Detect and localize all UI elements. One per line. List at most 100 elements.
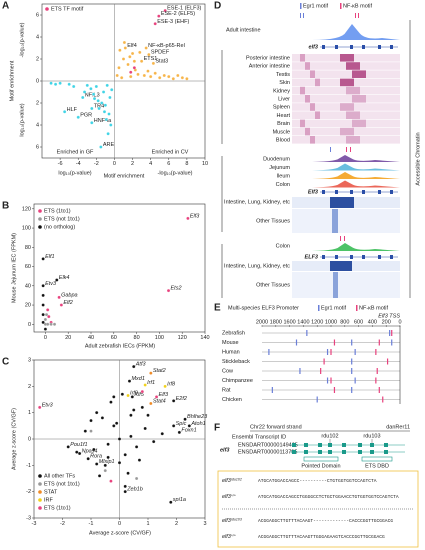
x-tick-label: -2 [94,161,99,167]
point [76,115,80,119]
heatmap-row [292,119,400,128]
point-label: Klf5 [134,392,144,398]
heatmap-block [330,197,354,208]
side-label: Enriched in CV [152,149,189,155]
allele-label: elf3rdu103 [222,517,242,524]
point-label: ESE-3 (EHF) [157,19,189,25]
x-axis-label: log₁₀(p-value) [58,170,91,176]
heatmap-row [292,70,400,78]
point-label: Elf1 [45,254,54,260]
point [83,429,87,433]
point [137,458,142,462]
motif-mark [375,377,377,384]
legend-dot [38,217,42,221]
motif-tick [350,147,351,152]
point [140,405,144,409]
exon [358,443,362,447]
heatmap-cell [340,103,354,111]
heatmap-row [292,95,400,103]
legend-label: NF-κB motif [343,3,373,9]
accessibility-track [292,180,400,188]
point [105,83,109,88]
point [176,73,180,78]
y-tick-label: 6 [36,144,39,150]
gene-name: elf3 [309,44,318,50]
point-label: E2f2 [176,396,187,402]
motif-mark [316,396,318,403]
point [135,445,139,449]
legend-label: Egr1 motif [303,3,329,9]
point [75,450,79,454]
heatmap-block [292,209,400,233]
point-label: Atf3 [135,362,147,368]
point [101,90,106,94]
point-label: Etv3 [45,281,57,287]
legend-dot [38,490,42,494]
x-axis-label: -log₁₀(p-value) [157,170,192,176]
motif-mark [326,349,329,355]
allele-label: rdu103 [363,433,380,439]
legend-dot [38,225,42,229]
legend-swatch [318,305,320,311]
legend-label: STAT [44,489,58,495]
point [132,408,136,412]
tissue-label: Kidney [273,88,290,94]
strand-label: Chr22 forward strand [250,424,302,430]
point [82,90,87,94]
x-axis-label: Motif enrichment [104,173,145,179]
legend-dot [38,482,42,486]
motif-mark [389,330,391,336]
heatmap-cell [315,111,320,119]
y-tick-label: 2 [28,384,31,390]
exon [378,255,381,259]
exon [342,443,346,447]
heatmap-cell [305,127,310,136]
point [140,390,144,394]
point-label: Stat2 [153,368,166,374]
point-label: Elf3 [159,392,169,398]
point [123,490,127,494]
exon [342,450,346,454]
point [109,123,113,127]
legend-swatch [300,3,302,9]
heatmap-cell [315,78,320,87]
point [166,289,171,293]
motif-tick [358,13,359,18]
motif-mark [333,387,336,393]
point-label: HNF4a [94,118,112,124]
point [85,83,89,88]
x-tick-label: 2 [131,161,134,167]
point [103,103,107,107]
point-label: PGR [80,112,92,118]
x-tick-label: 1800 [270,319,282,325]
exon [362,255,365,259]
y-axis-label: Motif enrichment [9,60,15,101]
exon [335,45,338,49]
point [157,14,161,18]
point-label: Elk4 [59,275,70,281]
heatmap-block [292,272,400,298]
x-tick-label: 1 [146,521,149,527]
y-tick-label: 6 [36,12,39,18]
point [92,447,96,452]
point [126,471,130,475]
gene-name: ELF3 [305,254,318,260]
species-label: Zebrafish [222,330,245,336]
legend-dot [38,209,42,213]
motif-mark [271,387,273,393]
point-label: Stat3 [155,58,168,64]
point-label: ESE-1 (ELF3) [167,6,201,12]
exon [384,443,388,447]
point [115,73,119,78]
x-tick-label: 40 [88,335,94,341]
y-tick-label: 2 [36,56,39,62]
point-label: TR4 [94,103,104,109]
point [152,440,156,444]
heatmap-cell [352,70,366,78]
point [92,92,96,96]
point [95,462,99,466]
x-tick-label: 800 [340,319,349,325]
point-label: Ets2 [171,286,182,292]
point [120,76,124,80]
legend-dot [38,474,42,478]
